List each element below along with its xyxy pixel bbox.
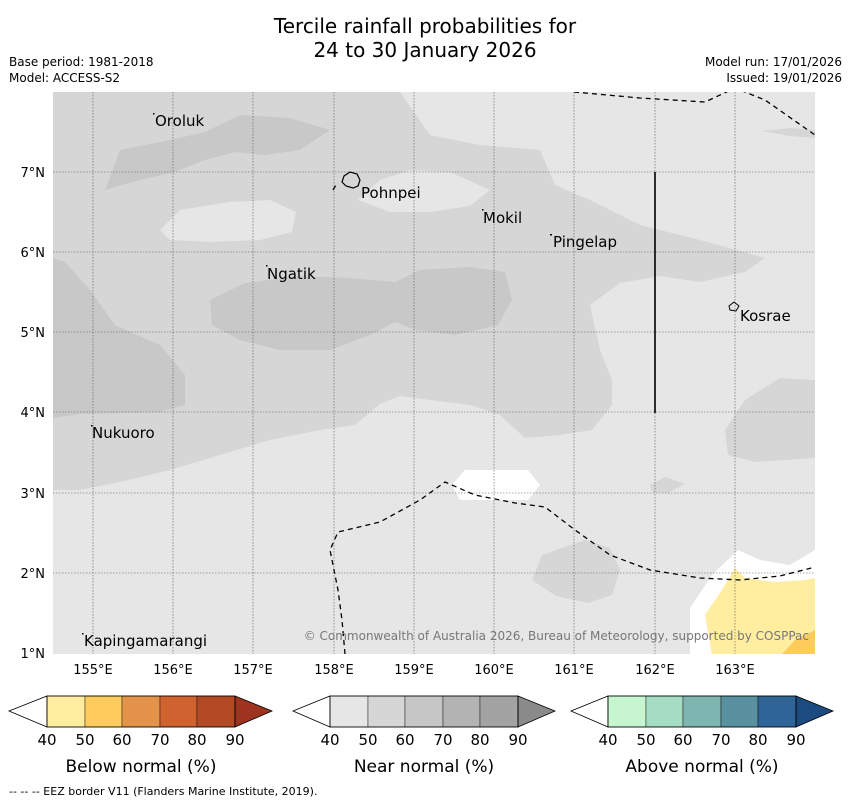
place-label-kosrae: Kosrae: [740, 307, 791, 325]
colorbar-swatch: [682, 695, 722, 728]
lat-tick-label: 5°N: [21, 326, 46, 341]
longitude-axis-labels: 155°E 156°E 157°E 158°E 159°E 160°E 161°…: [73, 663, 755, 678]
eez-border: [329, 92, 815, 654]
colorbar-tick-label: 80: [187, 731, 206, 749]
place-label-mokil: Mokil: [483, 209, 522, 227]
colorbar-tick-label: 70: [150, 731, 169, 749]
colorbar-swatch: [479, 695, 519, 728]
colorbar-tick-label: 60: [673, 731, 692, 749]
colorbar-tick-label: 40: [598, 731, 617, 749]
colorbar-low-extend: [291, 695, 331, 728]
colorbar-tick-label: 50: [75, 731, 94, 749]
above-normal-legend-title: Above normal (%): [625, 757, 778, 777]
colorbar-high-extend: [517, 695, 557, 728]
near-normal-50-60-region: [650, 477, 685, 493]
colorbar-swatch: [367, 695, 406, 728]
below-normal-legend-title: Below normal (%): [66, 757, 217, 777]
kosrae-island-outline: [728, 301, 740, 312]
colorbar-swatch: [159, 695, 198, 728]
map-grid: [53, 92, 815, 654]
near-normal-40-50-region: [358, 170, 490, 212]
model-text: Model: ACCESS-S2: [9, 71, 121, 85]
colorbar-tick-label: 50: [358, 731, 377, 749]
place-label-oroluk: Oroluk: [155, 112, 204, 130]
model-run-text: Model run: 17/01/2026: [704, 55, 842, 69]
colorbar-tick-label: 90: [225, 731, 244, 749]
colorbar-swatch: [442, 695, 481, 728]
lat-tick-label: 6°N: [21, 246, 46, 261]
eez-footnote: -- -- -- EEZ border V11 (Flanders Marine…: [9, 785, 318, 798]
atoll-markers: [82, 113, 552, 635]
near-normal-legend-title: Near normal (%): [354, 757, 494, 777]
lat-tick-label: 3°N: [21, 487, 46, 502]
place-label-kapingamarangi: Kapingamarangi: [84, 632, 207, 650]
base-period-text: Base period: 1981-2018: [9, 55, 154, 69]
place-label-pohnpei: Pohnpei: [361, 184, 421, 202]
lon-tick-label: 162°E: [635, 663, 675, 678]
map-field: [53, 92, 815, 654]
near-normal-50-60-region: [762, 128, 815, 138]
near-normal-colorbar: 40 50 60 70 80 90 Near normal (%): [291, 695, 557, 777]
map-title-line2: 24 to 30 January 2026: [313, 38, 537, 62]
issued-text: Issued: 19/01/2026: [726, 71, 842, 85]
lat-tick-label: 7°N: [21, 166, 46, 181]
colorbar-tick-label: 60: [395, 731, 414, 749]
above-normal-colorbar: 40 50 60 70 80 90 Above normal (%): [569, 695, 835, 777]
near-normal-60-70-region: [53, 258, 185, 418]
colorbar-swatch: [196, 695, 236, 728]
near-normal-50-60-region: [725, 378, 815, 462]
colorbar-tick-label: 70: [711, 731, 730, 749]
lon-tick-label: 155°E: [73, 663, 113, 678]
place-label-ngatik: Ngatik: [267, 265, 316, 283]
near-normal-40-50-region: [160, 200, 296, 242]
colorbar-tick-label: 90: [786, 731, 805, 749]
lat-tick-label: 1°N: [21, 647, 46, 662]
colorbar-tick-label: 40: [37, 731, 56, 749]
colorbar-tick-label: 70: [433, 731, 452, 749]
colorbar-high-extend: [795, 695, 835, 728]
colorbar-swatch: [645, 695, 684, 728]
copyright-text: © Commonwealth of Australia 2026, Bureau…: [304, 629, 809, 643]
lon-tick-label: 157°E: [233, 663, 273, 678]
colorbar-swatch: [84, 695, 123, 728]
colorbar-swatch: [46, 695, 86, 728]
colorbar-tick-label: 40: [320, 731, 339, 749]
colorbar-swatch: [607, 695, 647, 728]
colorbar-tick-label: 50: [636, 731, 655, 749]
lon-tick-label: 156°E: [153, 663, 193, 678]
below-normal-40-50-region: [705, 568, 815, 654]
colorbar-low-extend: [7, 695, 48, 728]
lat-tick-label: 4°N: [21, 406, 46, 421]
colorbar-low-extend: [569, 695, 609, 728]
lat-tick-label: 2°N: [21, 567, 46, 582]
place-label-nukuoro: Nukuoro: [92, 424, 155, 442]
colorbar-swatch: [329, 695, 369, 728]
colorbar-tick-label: 80: [470, 731, 489, 749]
latitude-axis-labels: 7°N 6°N 5°N 4°N 3°N 2°N 1°N: [21, 166, 46, 662]
lon-tick-label: 159°E: [394, 663, 434, 678]
colorbar-swatch: [720, 695, 759, 728]
map-title-line1: Tercile rainfall probabilities for: [273, 14, 577, 38]
no-signal-region: [452, 470, 540, 500]
colorbar-swatch: [757, 695, 797, 728]
place-labels: Oroluk Pohnpei Mokil Pingelap Ngatik Kos…: [84, 112, 791, 650]
lon-tick-label: 163°E: [715, 663, 755, 678]
colorbar-tick-label: 90: [508, 731, 527, 749]
colorbar-swatch: [404, 695, 444, 728]
near-normal-50-60-region: [532, 540, 620, 603]
near-normal-60-70-region: [210, 267, 512, 350]
lon-tick-label: 158°E: [314, 663, 354, 678]
pohnpei-island-outline: [341, 171, 361, 189]
colorbar-high-extend: [234, 695, 274, 728]
below-normal-50-60-region: [782, 630, 815, 654]
colorbar-tick-label: 80: [748, 731, 767, 749]
below-normal-colorbar: 40 50 60 70 80 90 Below normal (%): [7, 695, 274, 777]
colorbar-tick-label: 60: [112, 731, 131, 749]
near-normal-60-70-region: [105, 115, 330, 190]
colorbar-swatch: [121, 695, 161, 728]
place-label-pingelap: Pingelap: [553, 233, 617, 251]
lon-tick-label: 160°E: [474, 663, 514, 678]
lon-tick-label: 161°E: [554, 663, 594, 678]
